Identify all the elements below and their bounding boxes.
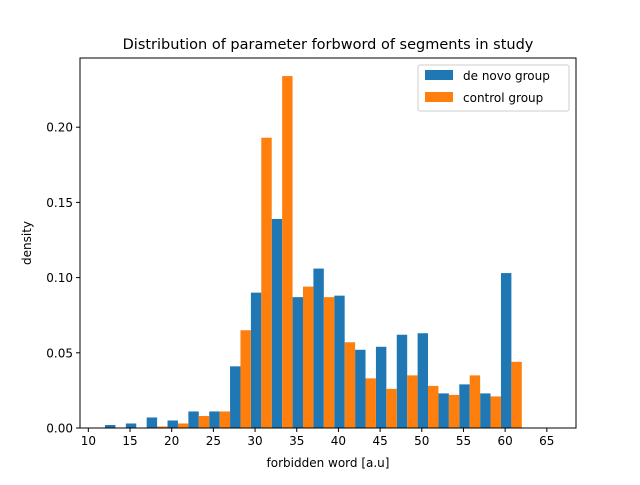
x-tick-label: 25 <box>206 434 221 448</box>
bar-control-14 <box>407 375 418 428</box>
bar-control-19 <box>511 361 522 428</box>
bar-control-2 <box>157 426 168 428</box>
bar-control-6 <box>240 330 251 428</box>
x-tick-label: 20 <box>164 434 179 448</box>
bar-control-13 <box>386 388 397 428</box>
bar-control-3 <box>177 423 189 428</box>
y-tick-label: 0.00 <box>46 422 73 436</box>
bar-de-novo-19 <box>500 273 512 428</box>
legend: de novo group control group <box>417 64 570 112</box>
x-tick-label: 50 <box>414 434 429 448</box>
bar-de-novo-8 <box>271 218 283 428</box>
bar-control-11 <box>344 342 356 428</box>
bar-control-17 <box>469 375 481 428</box>
legend-swatch-de-novo <box>425 70 453 80</box>
bar-control-5 <box>219 411 231 428</box>
bar-de-novo-13 <box>375 346 387 428</box>
y-tick-label: 0.10 <box>46 271 73 285</box>
bar-de-novo-3 <box>167 420 178 428</box>
x-tick-label: 30 <box>247 434 262 448</box>
legend-swatch-control <box>425 92 453 102</box>
x-tick-label: 55 <box>456 434 471 448</box>
bar-de-novo-17 <box>459 384 470 428</box>
bar-de-novo-1 <box>125 423 137 428</box>
bar-control-15 <box>428 385 439 428</box>
bar-de-novo-4 <box>188 411 199 428</box>
legend-box <box>417 64 570 112</box>
bar-control-8 <box>282 76 293 429</box>
bar-de-novo-10 <box>313 268 324 428</box>
x-tick-label: 60 <box>498 434 513 448</box>
x-tick-label: 65 <box>539 434 554 448</box>
bar-control-12 <box>365 378 376 428</box>
bars-layer <box>105 76 522 429</box>
legend-label-control: control group <box>463 91 543 105</box>
bar-de-novo-11 <box>334 295 345 428</box>
x-tick-label: 35 <box>289 434 304 448</box>
bar-de-novo-18 <box>480 393 491 428</box>
bar-control-16 <box>448 394 460 428</box>
legend-label-de-novo: de novo group <box>463 69 550 83</box>
y-axis-ticks: 0.00 0.05 0.10 0.15 0.20 <box>46 121 80 436</box>
bar-de-novo-6 <box>230 366 241 428</box>
bar-de-novo-2 <box>146 417 158 428</box>
y-tick-label: 0.15 <box>46 196 73 210</box>
bar-de-novo-14 <box>396 334 408 428</box>
bar-de-novo-12 <box>355 349 366 428</box>
x-axis-ticks: 10 15 20 25 30 35 40 45 50 55 60 65 <box>81 428 554 448</box>
y-tick-label: 0.05 <box>46 346 73 360</box>
bar-control-18 <box>490 396 501 428</box>
x-tick-label: 40 <box>331 434 346 448</box>
bar-de-novo-9 <box>292 297 303 428</box>
plot-frame <box>79 57 577 429</box>
bar-control-4 <box>198 415 210 428</box>
bar-de-novo-15 <box>417 333 429 428</box>
bar-de-novo-16 <box>438 393 449 428</box>
y-axis-label: density <box>20 221 34 265</box>
bar-de-novo-7 <box>250 292 262 428</box>
bar-control-9 <box>302 286 314 428</box>
chart-title: Distribution of parameter forbword of se… <box>123 37 534 53</box>
x-tick-label: 15 <box>122 434 137 448</box>
x-tick-label: 45 <box>372 434 387 448</box>
bar-de-novo-0 <box>105 424 116 428</box>
x-axis-label: forbidden word [a.u] <box>267 456 390 470</box>
bar-control-10 <box>323 297 335 428</box>
y-tick-label: 0.20 <box>46 121 73 135</box>
bar-de-novo-5 <box>209 411 220 428</box>
x-tick-label: 10 <box>81 434 96 448</box>
bar-control-7 <box>261 137 272 428</box>
